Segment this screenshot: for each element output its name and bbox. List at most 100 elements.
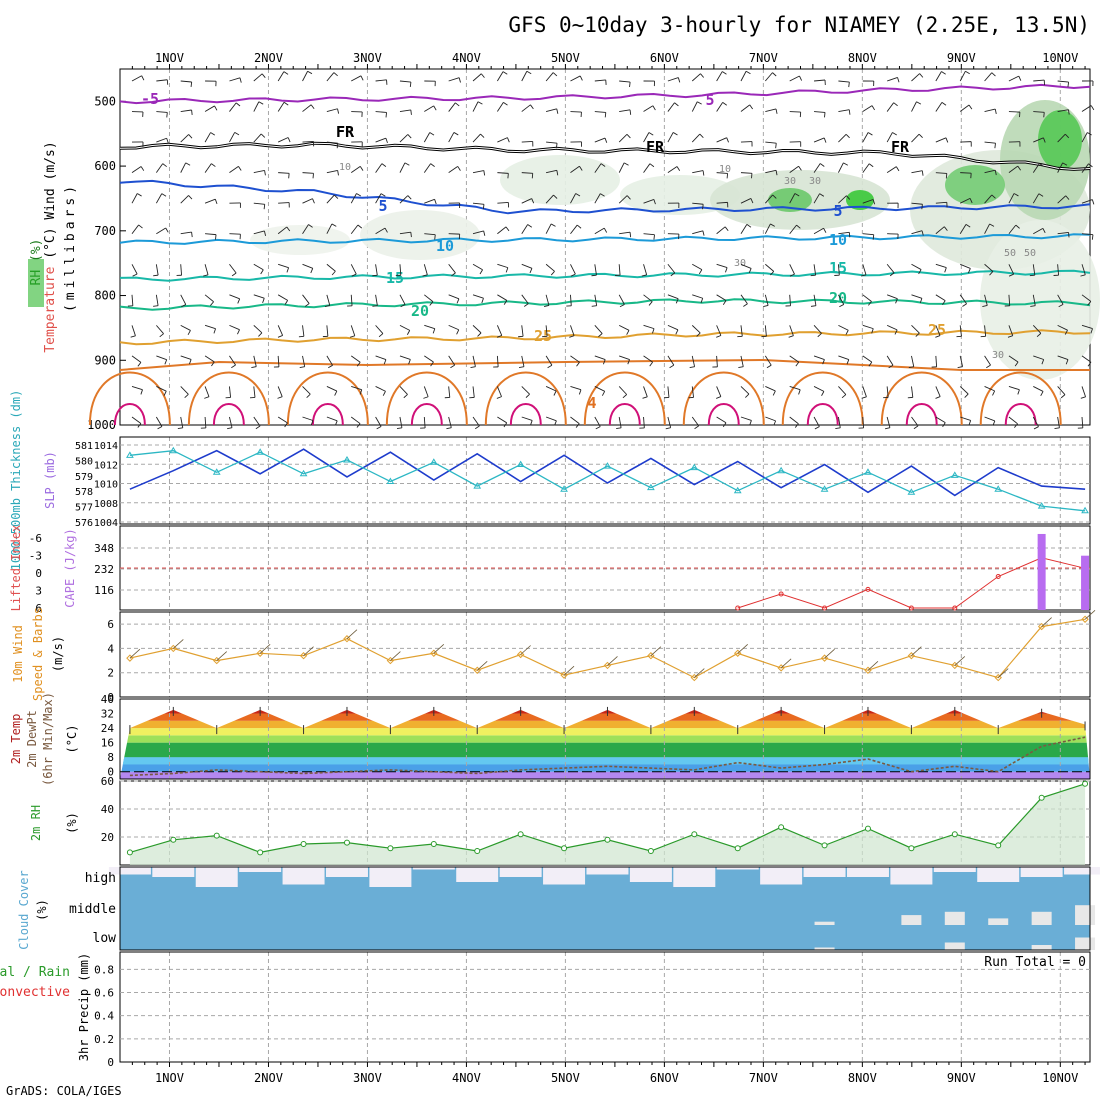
wind-barb-flag — [869, 164, 873, 167]
wind-barb-flag — [945, 268, 947, 273]
wind-barb-flag — [1061, 395, 1065, 398]
wind-barb-flag — [992, 73, 996, 76]
upper-air-ylabel: Temperature (°C) Wind (m/s) — [43, 141, 58, 352]
wind-barb — [668, 78, 678, 81]
wind-barb-flag — [167, 138, 169, 143]
wind-barb — [863, 386, 867, 396]
wind-barb-flag — [265, 170, 266, 175]
cloud-cover-segment — [945, 912, 965, 925]
wind-barb — [205, 417, 206, 428]
wind-barb — [838, 417, 840, 428]
wind-barb — [668, 264, 675, 273]
wind-barb — [668, 132, 673, 142]
wind-barb — [156, 112, 167, 113]
wind-barb-flag — [576, 424, 579, 428]
wind-barb — [838, 325, 848, 330]
wind-barb-flag — [556, 143, 557, 148]
wind-barb-flag — [382, 164, 386, 167]
wind-barb-flag — [215, 199, 217, 204]
rh-point — [258, 850, 263, 855]
wind-barb — [473, 386, 474, 397]
wind-barb — [254, 74, 262, 81]
temp-tick: 8 — [107, 751, 114, 764]
hot-contour — [907, 404, 937, 425]
wind-barb — [327, 386, 337, 391]
wind-barb-flag — [142, 76, 144, 80]
wind-barb-flag — [616, 428, 621, 429]
wind-barb-flag — [166, 228, 168, 232]
wind-barb-flag — [627, 134, 630, 138]
wind10-ylabel-units: (m/s) — [51, 636, 65, 672]
wind-barb — [1082, 417, 1083, 428]
wind-barb — [863, 356, 872, 362]
wind-barb — [327, 417, 337, 421]
wind-barb — [522, 356, 524, 367]
wind-barb-flag — [580, 76, 582, 81]
wind-barb — [814, 386, 824, 391]
wind-barb — [400, 163, 405, 173]
wind-barb — [546, 109, 557, 112]
wind-barb-flag — [776, 109, 777, 114]
rh-point — [735, 846, 740, 851]
wind-barb-flag — [455, 103, 459, 106]
wind-barb-flag — [446, 428, 451, 429]
wind-barb — [278, 102, 284, 111]
wind-barb — [644, 164, 650, 173]
wind-barb — [327, 264, 336, 271]
rh-shading — [360, 210, 480, 260]
wind-barb-flag — [690, 367, 695, 368]
wind-barb — [473, 134, 480, 142]
wind-barb-flag — [307, 394, 311, 397]
wind-barb — [351, 417, 360, 424]
wind-barb-flag — [192, 232, 193, 237]
wind-barb — [1058, 386, 1065, 394]
wind-barb-flag — [800, 76, 802, 81]
wind-barb-flag — [383, 391, 385, 395]
wind-barb-flag — [969, 105, 972, 109]
rh-color-swatch — [28, 259, 44, 307]
wind-barb-flag — [261, 134, 265, 137]
wind-barb-flag — [630, 110, 631, 115]
top-day-label: 3NOV — [353, 51, 382, 65]
wind-barb — [473, 74, 481, 81]
wind-barb — [181, 356, 191, 360]
wind-barb — [765, 142, 776, 143]
pressure-tick: 600 — [94, 159, 116, 173]
wind-barb — [668, 167, 677, 173]
wind-barb — [546, 73, 553, 81]
wind-barb — [619, 110, 630, 112]
wind-barb — [692, 325, 700, 333]
wind-barb-flag — [551, 271, 554, 275]
wind-barb — [814, 80, 825, 81]
wind-barb-flag — [722, 72, 726, 75]
temp-band — [120, 706, 1090, 713]
wind-barb — [911, 325, 919, 333]
wind-barb-flag — [623, 395, 627, 398]
wind-barb — [497, 264, 507, 267]
top-day-label: 9NOV — [947, 51, 976, 65]
wind-barb-flag — [435, 199, 437, 204]
wind-barb-flag — [922, 171, 923, 176]
wind-barb — [376, 356, 386, 360]
top-day-label: 8NOV — [848, 51, 877, 65]
wind-barb-flag — [227, 428, 232, 429]
wind-barb-flag — [892, 132, 896, 135]
rh-point — [344, 840, 349, 845]
wind-barb — [741, 417, 751, 420]
wind-barb-flag — [898, 77, 899, 82]
wind-barb-flag — [941, 72, 945, 75]
wind-barb-flag — [767, 365, 771, 368]
wind-barb — [303, 199, 313, 204]
wind-barb — [936, 295, 945, 301]
rh-point — [431, 842, 436, 847]
wind-barb — [229, 264, 236, 273]
wind-barb-flag — [178, 428, 183, 429]
wind-barb-flag — [386, 138, 388, 143]
wind-barb — [400, 417, 402, 428]
wind-barb-flag — [624, 163, 628, 165]
wind-barb — [717, 417, 726, 423]
wind10-ylabel-a: 10m Wind — [11, 625, 25, 683]
wind-barb — [863, 325, 874, 328]
rh-point — [214, 833, 219, 838]
